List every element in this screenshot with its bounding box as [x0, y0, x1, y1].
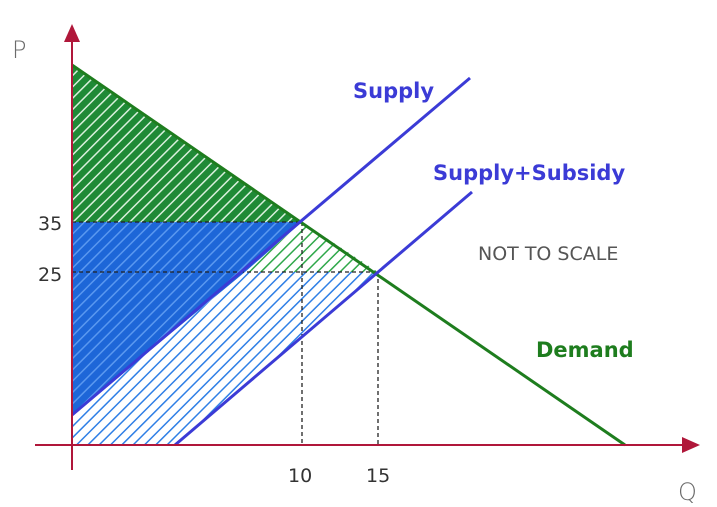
- quantity-tick-15: 15: [366, 465, 390, 487]
- supply-label: Supply: [353, 79, 434, 103]
- supply-curve: [71, 76, 471, 417]
- x-axis-label: Q: [678, 478, 697, 506]
- not-to-scale-note: NOT TO SCALE: [478, 243, 618, 265]
- y-axis-arrow: [64, 24, 80, 42]
- quantity-tick-10: 10: [288, 465, 312, 487]
- price-tick-35: 35: [38, 213, 62, 235]
- supply-subsidy-label: Supply+Subsidy: [433, 161, 625, 185]
- x-axis-arrow: [682, 437, 700, 453]
- price-tick-25: 25: [38, 264, 62, 286]
- y-axis-label: P: [12, 36, 26, 64]
- price-band-area: [72, 222, 302, 272]
- demand-label: Demand: [536, 338, 634, 362]
- supply-subsidy-curve: [174, 190, 473, 447]
- surplus-gain-area: [245, 222, 378, 272]
- demand-curve: [71, 63, 626, 447]
